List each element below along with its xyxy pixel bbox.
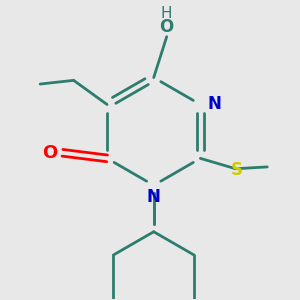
Text: N: N xyxy=(147,188,161,206)
Text: S: S xyxy=(230,161,242,179)
Text: H: H xyxy=(161,6,172,21)
Text: O: O xyxy=(42,144,57,162)
Text: O: O xyxy=(160,18,174,36)
Text: N: N xyxy=(208,95,222,113)
